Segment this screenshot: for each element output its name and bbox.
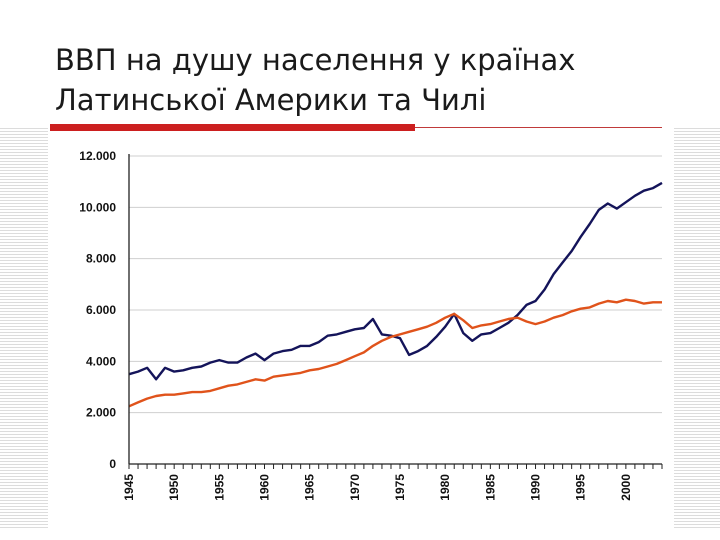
x-tick-label: 1970 bbox=[348, 474, 362, 501]
series-layer bbox=[128, 181, 663, 408]
x-tick-label: 1955 bbox=[212, 474, 226, 501]
y-tick-label: 8.000 bbox=[86, 252, 116, 266]
y-tick-label: 2.000 bbox=[86, 406, 116, 420]
chart-background bbox=[48, 136, 674, 528]
x-tick-label: 1990 bbox=[529, 474, 543, 501]
title-underline-accent bbox=[50, 124, 415, 131]
x-tick-label: 1985 bbox=[483, 474, 497, 501]
x-tick-label: 1980 bbox=[438, 474, 452, 501]
y-tick-label: 10.000 bbox=[79, 200, 116, 214]
right-stripe-decoration bbox=[674, 128, 720, 528]
x-tick-label: 1960 bbox=[258, 474, 272, 501]
y-tick-label: 6.000 bbox=[86, 303, 116, 317]
x-tick-label: 1945 bbox=[122, 474, 136, 501]
series-line-2 bbox=[128, 298, 662, 408]
x-tick-label: 2000 bbox=[619, 474, 633, 501]
slide-title: ВВП на душу населення у країнах Латинськ… bbox=[55, 43, 576, 117]
axis-layer: 0 2.000 4.000 6.000 8.000 10.000 12.000 1945 195… bbox=[79, 149, 663, 501]
y-tick-label: 4.000 bbox=[86, 354, 116, 368]
x-tick-label: 1975 bbox=[393, 474, 407, 501]
x-tick-label: 1965 bbox=[303, 474, 317, 501]
y-tick-label: 0 bbox=[109, 457, 116, 471]
left-stripe-decoration bbox=[0, 128, 48, 528]
series-line-1 bbox=[128, 181, 663, 381]
y-tick-label: 12.000 bbox=[79, 149, 116, 163]
x-tick-label: 1950 bbox=[167, 474, 181, 501]
title-underline-rule bbox=[415, 127, 662, 128]
x-tick-label: 1995 bbox=[574, 474, 588, 501]
